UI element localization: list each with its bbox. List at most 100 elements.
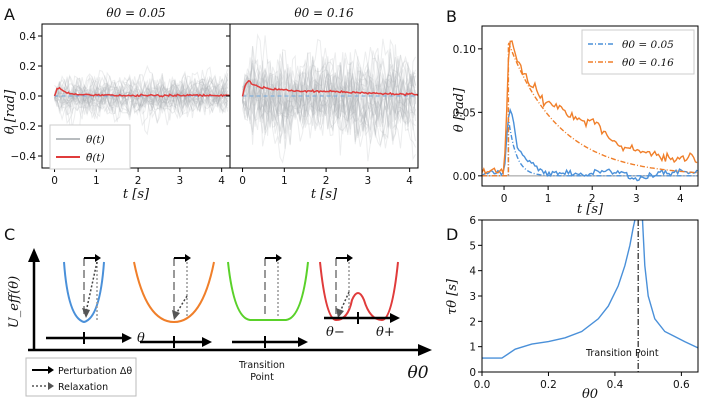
arrowhead-icon bbox=[172, 310, 180, 320]
relaxation-arrow bbox=[175, 295, 188, 315]
data-line-0 bbox=[481, 107, 698, 182]
trajectory-line bbox=[242, 46, 416, 144]
arrowhead-icon bbox=[185, 254, 191, 262]
y-tick-label: 5 bbox=[469, 240, 476, 252]
trajectory-line bbox=[242, 49, 416, 135]
x-tick-label: 2 bbox=[589, 193, 596, 205]
trajectory-line bbox=[242, 52, 416, 144]
panel-d-ylabel: τθ [s] bbox=[445, 278, 460, 315]
trajectory-line bbox=[242, 60, 416, 135]
panel-label-d: D bbox=[446, 225, 458, 244]
trajectory-line bbox=[54, 74, 228, 119]
trajectory-line bbox=[54, 69, 228, 120]
panel-a-right-title: θ0 = 0.16 bbox=[294, 6, 354, 20]
arrowhead-icon bbox=[347, 254, 353, 262]
trajectory-line bbox=[54, 73, 228, 124]
x-tick-label: 2 bbox=[323, 175, 330, 187]
trajectory-line bbox=[54, 74, 228, 126]
trajectory-line bbox=[242, 47, 416, 133]
x-tick-label: 1 bbox=[93, 175, 100, 187]
panel-a-ylabel: θ [rad] bbox=[3, 89, 18, 134]
potential-well-4: θ− θ+ bbox=[319, 254, 400, 340]
y-tick-label: 0.05 bbox=[453, 107, 476, 119]
trajectory-line bbox=[54, 70, 228, 123]
trajectory-line bbox=[242, 48, 416, 164]
x-tick-label: 0.4 bbox=[607, 379, 624, 391]
x-tick-label: 0 bbox=[51, 175, 58, 187]
arrowhead-icon bbox=[298, 337, 308, 347]
panel-b-ylabel: θ [rad] bbox=[452, 87, 467, 132]
trajectory-line bbox=[242, 51, 416, 136]
trajectory-line bbox=[54, 72, 228, 119]
trajectory-line bbox=[54, 75, 228, 114]
potential-well-3 bbox=[227, 254, 309, 348]
y-tick-label: −0.4 bbox=[11, 151, 37, 163]
x-tick-label: 4 bbox=[218, 175, 225, 187]
x-tick-label: 1 bbox=[281, 175, 288, 187]
trajectory-line bbox=[54, 76, 228, 118]
x-tick-label: 0.2 bbox=[540, 379, 557, 391]
panel-b-xlabel: t [s] bbox=[577, 202, 604, 217]
arrowhead-icon bbox=[276, 254, 282, 262]
trajectory-line bbox=[54, 74, 228, 127]
x-tick-label: 1 bbox=[545, 193, 552, 205]
schematic-ylabel: U_eff(θ) bbox=[7, 276, 22, 328]
panel-d-annotation: Transition Point bbox=[585, 348, 659, 359]
panel-b-legend bbox=[581, 29, 695, 75]
potential-curve-orange bbox=[133, 261, 215, 324]
x-tick-label: 0.0 bbox=[474, 379, 491, 391]
arrowhead-icon bbox=[48, 366, 54, 374]
panel-d-plot: 0.0 0.2 0.4 0.6 0 1 2 3 4 5 6 bbox=[469, 215, 699, 391]
schematic-theta-label: θ bbox=[137, 331, 145, 346]
x-tick-label: 3 bbox=[177, 175, 184, 187]
x-tick-label: 2 bbox=[135, 175, 142, 187]
panel-b-legend-label-0: θ0 = 0.05 bbox=[622, 39, 674, 51]
potential-well-1: θ bbox=[46, 254, 145, 346]
trajectory-line bbox=[242, 62, 416, 146]
trajectory-line bbox=[242, 55, 416, 129]
arrowhead-icon bbox=[82, 308, 90, 318]
panel-a-right-plot: 0 1 2 3 4 bbox=[226, 23, 419, 187]
trajectory-line bbox=[242, 44, 416, 161]
panel-a-legend-label-0: θ(t) bbox=[86, 134, 105, 146]
x-tick-label: 0.6 bbox=[673, 379, 690, 391]
trajectory-line bbox=[242, 60, 416, 132]
panel-b: 0 1 2 3 4 0.10 0.05 0.00 t [s] θ [rad] θ0 = 0.0… bbox=[452, 25, 699, 217]
schematic-theta-minus: θ− bbox=[326, 325, 345, 340]
panel-label-c: C bbox=[4, 225, 15, 244]
x-tick-label: 4 bbox=[406, 175, 413, 187]
trajectory-line bbox=[54, 74, 228, 114]
trajectory-line bbox=[54, 71, 228, 139]
potential-well-2 bbox=[133, 254, 215, 348]
legend-relaxation-label: Relaxation bbox=[58, 382, 108, 393]
panel-label-a: A bbox=[4, 5, 15, 24]
schematic-theta-plus: θ+ bbox=[376, 325, 395, 340]
trajectory-line bbox=[242, 46, 416, 145]
trajectory-line bbox=[242, 62, 416, 156]
trajectory-line bbox=[54, 78, 228, 120]
arrowhead-icon bbox=[336, 308, 344, 318]
trajectory-line bbox=[54, 66, 228, 115]
trajectory-line bbox=[242, 49, 416, 127]
trajectory-line bbox=[54, 72, 228, 123]
potential-curve-blue bbox=[63, 261, 105, 324]
panel-d-xlabel: θ0 bbox=[582, 387, 598, 402]
y-tick-label: −0.2 bbox=[11, 121, 37, 133]
trajectory-line bbox=[54, 75, 228, 110]
panel-b-legend-label-1: θ0 = 0.16 bbox=[622, 57, 674, 69]
x-tick-label: 0 bbox=[501, 193, 508, 205]
tau-curve-right bbox=[641, 219, 699, 349]
potential-curve-green bbox=[227, 261, 309, 321]
data-line-1 bbox=[481, 40, 698, 176]
y-tick-label: 0.00 bbox=[453, 171, 476, 183]
panel-c: U_eff(θ) θ0 Transition Point θ bbox=[7, 248, 432, 397]
trajectory-line bbox=[242, 50, 416, 135]
schematic-axis-label: θ0 bbox=[407, 363, 428, 383]
schematic-x-arrowhead bbox=[418, 344, 432, 356]
trajectory-line bbox=[242, 38, 416, 142]
axes-frame bbox=[481, 25, 699, 187]
arrowhead-icon bbox=[48, 382, 54, 390]
panel-d: 0.0 0.2 0.4 0.6 0 1 2 3 4 5 6 θ0 τθ [s] Transition… bbox=[445, 215, 699, 402]
y-tick-label: 0 bbox=[469, 367, 476, 379]
